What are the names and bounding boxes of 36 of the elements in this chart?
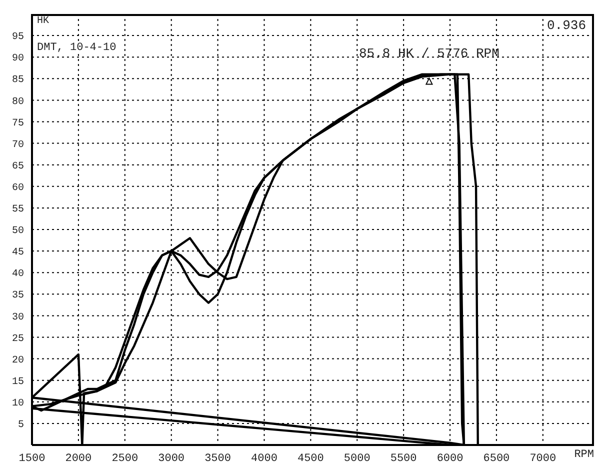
x-tick-label: 5000	[344, 452, 370, 465]
y-tick-label: 55	[12, 204, 24, 216]
y-tick-label: 15	[12, 376, 24, 388]
annotation: DMT, 10-4-10	[37, 42, 116, 54]
y-tick-label: 5	[18, 420, 24, 431]
x-tick-label: 4000	[251, 452, 278, 465]
x-tick-label: 6500	[483, 452, 510, 465]
y-tick-label: 35	[12, 290, 24, 302]
y-tick-label: 10	[12, 398, 24, 410]
x-tick-label: 7000	[530, 452, 556, 465]
y-tick-label: 45	[12, 248, 24, 259]
y-tick-label: 70	[12, 140, 24, 151]
y-tick-label: 50	[12, 226, 24, 238]
annotation: 85.8 HK / 5776 RPM	[358, 46, 500, 62]
y-tick-label: 90	[12, 54, 24, 65]
y-tick-label: 30	[12, 312, 24, 324]
x-tick-label: 4500	[297, 452, 324, 465]
x-tick-label: 3000	[158, 452, 185, 465]
x-tick-label: 2500	[112, 452, 138, 465]
y-tick-label: 60	[12, 182, 24, 194]
x-tick-label: 3500	[204, 452, 231, 465]
y-tick-label: 85	[12, 75, 24, 86]
x-axis-title: RPM	[574, 449, 594, 461]
y-tick-label: 65	[12, 161, 24, 172]
x-tick-label: 6000	[436, 452, 464, 465]
y-tick-label: 25	[12, 334, 24, 345]
y-tick-label: 75	[12, 118, 24, 130]
x-tick-label: 5500	[390, 452, 417, 465]
y-tick-label: 40	[12, 269, 24, 280]
x-tick-label: 1500	[18, 452, 46, 465]
y-tick-label: 80	[12, 96, 24, 108]
x-tick-label: 2000	[65, 452, 92, 465]
y-tick-label: 95	[12, 32, 24, 44]
annotation: 0.936	[546, 18, 586, 33]
y-tick-label: 20	[12, 355, 24, 366]
y-axis-title: HK	[37, 16, 50, 27]
